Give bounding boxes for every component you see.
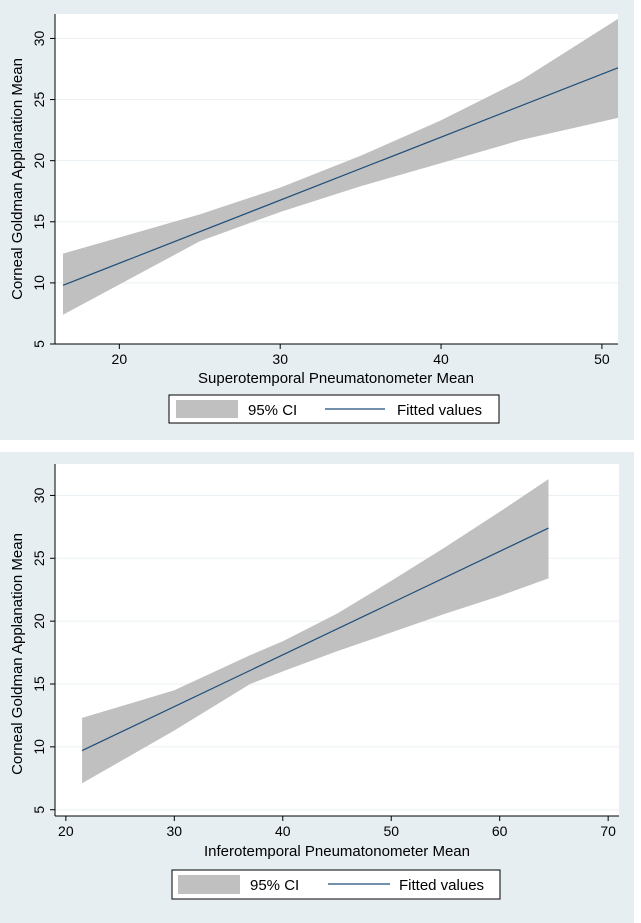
- x-tick-label: 50: [594, 351, 610, 367]
- y-tick-label: 10: [31, 739, 47, 755]
- legend-swatch-ci: [178, 875, 240, 894]
- x-tick-label: 40: [275, 823, 291, 839]
- y-tick-label: 30: [31, 487, 47, 503]
- y-tick-label: 15: [31, 214, 47, 230]
- legend-swatch-ci: [176, 400, 238, 418]
- x-tick-label: 40: [433, 351, 449, 367]
- legend-label-fitted: Fitted values: [397, 402, 482, 419]
- fitted-line: [81, 527, 549, 752]
- x-axis-title: Inferotemporal Pneumatonometer Mean: [204, 843, 470, 860]
- ci-band: [82, 479, 549, 784]
- x-tick-label: 70: [600, 823, 616, 839]
- x-tick-label: 50: [383, 823, 399, 839]
- y-tick-label: 25: [31, 92, 47, 108]
- chart-marks: [62, 18, 619, 315]
- y-axis-title: Corneal Goldman Applanation Mean: [9, 58, 26, 300]
- legend: 95% CI Fitted values: [168, 394, 500, 424]
- y-tick-label: 15: [31, 676, 47, 692]
- legend: 95% CI Fitted values: [171, 869, 501, 900]
- x-tick-label: 30: [272, 351, 288, 367]
- x-tick-label: 20: [112, 351, 128, 367]
- y-tick-label: 20: [31, 613, 47, 629]
- x-tick-label: 20: [58, 823, 74, 839]
- x-tick-label: 60: [492, 823, 508, 839]
- legend-label-fitted: Fitted values: [399, 877, 484, 894]
- y-axis-title: Corneal Goldman Applanation Mean: [9, 533, 26, 775]
- ci-band: [63, 18, 618, 315]
- y-tick-label: 30: [31, 30, 47, 46]
- chart-marks: [81, 479, 549, 784]
- y-tick-label: 25: [31, 550, 47, 566]
- axes: 20 30 40 50 5 10 15 20 25 30: [31, 14, 618, 367]
- chart-panel-inferotemporal: 20 30 40 50 60 70 5 10 15 20 25 30 Inferotemporal P…: [0, 452, 634, 923]
- axes: 20 30 40 50 60 70 5 10 15 20 25 30: [31, 464, 619, 839]
- y-tick-label: 20: [31, 153, 47, 169]
- y-tick-label: 5: [31, 806, 47, 814]
- fitted-line: [62, 67, 619, 286]
- x-axis-title: Superotemporal Pneumatonometer Mean: [198, 370, 474, 387]
- y-tick-label: 5: [31, 340, 47, 348]
- legend-label-ci: 95% CI: [248, 402, 297, 419]
- legend-label-ci: 95% CI: [250, 877, 299, 894]
- x-tick-label: 30: [167, 823, 183, 839]
- chart-panel-superotemporal: 20 30 40 50 5 10 15 20 25 30 Superotemporal Pneum…: [0, 0, 634, 440]
- y-tick-label: 10: [31, 275, 47, 291]
